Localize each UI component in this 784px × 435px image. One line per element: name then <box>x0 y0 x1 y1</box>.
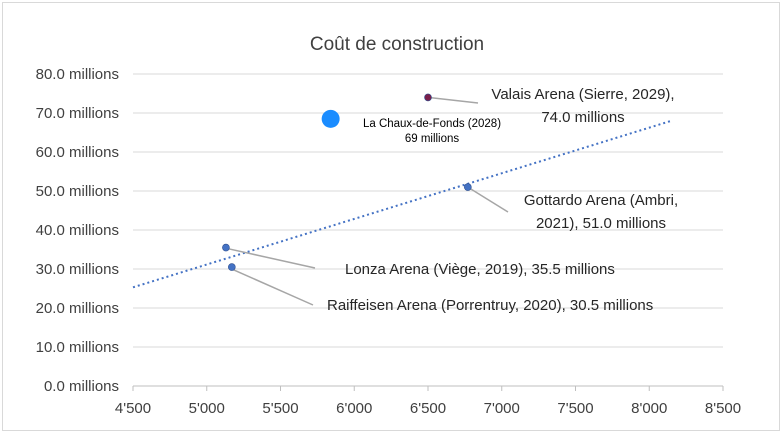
x-tick-label: 7'000 <box>484 400 520 417</box>
y-tick-label: 50.0 millions <box>36 183 119 200</box>
data-label-lonza: Lonza Arena (Viège, 2019), 35.5 millions <box>345 261 615 278</box>
leader-line-lonza <box>222 246 316 269</box>
x-tick-label: 5'000 <box>189 400 225 417</box>
leader-lines <box>222 96 509 306</box>
y-tick-label: 60.0 millions <box>36 144 119 161</box>
point-chaux-de-fonds <box>321 109 340 128</box>
x-axis-ticks: 4'500 5'000 5'500 6'000 6'500 7'000 7'500 8'000… <box>115 386 741 417</box>
leader-line-valais <box>427 96 479 104</box>
data-label-chaux-de-fonds: 69 millions <box>405 133 460 145</box>
y-tick-label: 40.0 millions <box>36 222 119 239</box>
point-raiffeisen <box>228 263 236 271</box>
y-tick-label: 20.0 millions <box>36 300 119 317</box>
y-tick-label: 10.0 millions <box>36 339 119 356</box>
point-valais <box>424 93 432 102</box>
data-label-valais: 74.0 millions <box>541 109 624 126</box>
chart-title: Coût de construction <box>310 34 484 55</box>
y-tick-label: 30.0 millions <box>36 261 119 278</box>
x-tick-label: 6'000 <box>336 400 372 417</box>
data-points <box>222 93 472 271</box>
leader-line-raiffeisen <box>231 268 314 306</box>
data-label-raiffeisen: Raiffeisen Arena (Porrentruy, 2020), 30.… <box>327 297 653 314</box>
x-tick-label: 8'000 <box>631 400 667 417</box>
point-gottardo <box>464 183 472 191</box>
gridlines <box>133 73 723 348</box>
x-tick-label: 5'500 <box>262 400 298 417</box>
trendline <box>132 119 672 289</box>
leader-line-gottardo <box>467 186 509 213</box>
y-tick-label: 70.0 millions <box>36 105 119 122</box>
trendline-group <box>132 119 672 289</box>
data-label-gottardo: 2021), 51.0 millions <box>536 215 666 232</box>
data-label-chaux-de-fonds: La Chaux-de-Fonds (2028) <box>363 118 501 130</box>
x-tick-label: 6'500 <box>410 400 446 417</box>
x-tick-label: 8'500 <box>705 400 741 417</box>
x-tick-label: 7'500 <box>557 400 593 417</box>
y-tick-label: 0.0 millions <box>44 378 119 395</box>
y-tick-label: 80.0 millions <box>36 66 119 83</box>
x-tick-label: 4'500 <box>115 400 151 417</box>
data-labels: Lonza Arena (Viège, 2019), 35.5 millions… <box>327 86 678 314</box>
data-label-valais: Valais Arena (Sierre, 2029), <box>491 86 674 103</box>
data-label-gottardo: Gottardo Arena (Ambri, <box>524 192 678 209</box>
y-axis-ticks: 0.0 millions 10.0 millions 20.0 millions 30… <box>36 66 119 395</box>
point-lonza <box>222 243 230 252</box>
